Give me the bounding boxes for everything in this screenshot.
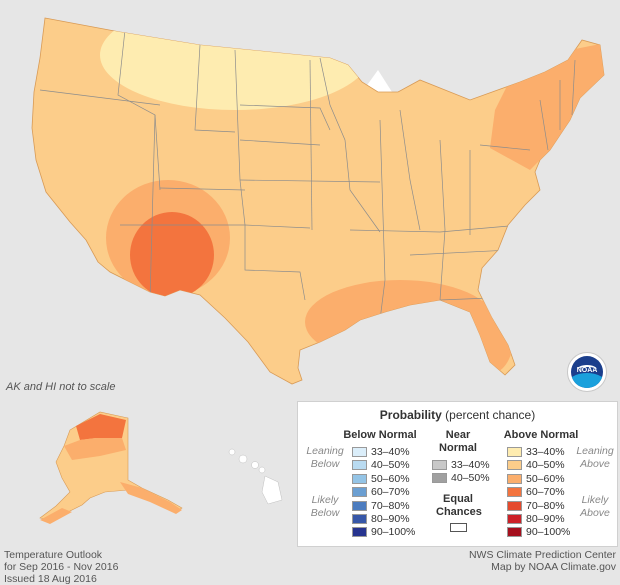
outlook-info: Temperature Outlook for Sep 2016 - Nov 2… [4, 549, 118, 585]
likely-below-label: Likely Below [310, 494, 340, 519]
legend-title-rest: (percent chance) [445, 408, 536, 422]
equal-chances-label: Equal Chances [436, 493, 482, 518]
outlook-issued: Issued 18 Aug 2016 [4, 573, 97, 585]
below-label-2: 50–60% [371, 472, 410, 485]
below-label-3: 60–70% [371, 486, 410, 499]
below-swatch-0 [352, 447, 367, 457]
below-label-6: 90–100% [371, 526, 416, 539]
credits: NWS Climate Prediction Center Map by NOA… [469, 549, 616, 573]
near-label-1: 40–50% [451, 472, 490, 485]
leaning-above-label: Leaning Above [576, 445, 614, 470]
probability-legend: Probability (percent chance) Below Norma… [297, 401, 618, 547]
near-label-0: 33–40% [451, 459, 490, 471]
below-swatch-4 [352, 500, 367, 511]
above-swatch-5 [507, 514, 522, 524]
below-swatch-5 [352, 514, 367, 524]
below-label-1: 40–50% [371, 459, 410, 472]
below-swatch-3 [352, 487, 367, 498]
near-swatch-0 [432, 460, 447, 470]
scale-note: AK and HI not to scale [6, 381, 116, 393]
near-swatch-1 [432, 473, 447, 484]
credit-climate-gov: Map by NOAA Climate.gov [491, 561, 616, 573]
above-label-4: 70–80% [526, 499, 565, 512]
above-label-1: 40–50% [526, 459, 565, 472]
above-label-5: 80–90% [526, 513, 565, 525]
above-swatch-6 [507, 527, 522, 538]
above-label-3: 60–70% [526, 486, 565, 499]
leaning-below-label: Leaning Below [306, 445, 344, 470]
below-label-4: 70–80% [371, 499, 410, 512]
above-normal-header: Above Normal [503, 429, 579, 441]
below-swatch-1 [352, 460, 367, 471]
outlook-period: for Sep 2016 - Nov 2016 [4, 561, 119, 573]
above-swatch-1 [507, 460, 522, 471]
below-normal-header: Below Normal [343, 429, 417, 441]
above-swatch-3 [507, 487, 522, 498]
legend-title: Probability (percent chance) [298, 408, 617, 422]
above-label-0: 33–40% [526, 446, 565, 458]
above-swatch-2 [507, 473, 522, 484]
legend-title-bold: Probability [379, 408, 442, 422]
below-label-0: 33–40% [371, 446, 410, 458]
below-swatch-2 [352, 473, 367, 484]
below-label-5: 80–90% [371, 513, 410, 525]
above-swatch-0 [507, 447, 522, 457]
credit-cpc: NWS Climate Prediction Center [468, 549, 616, 561]
above-label-6: 90–100% [526, 526, 571, 539]
outlook-title: Temperature Outlook [4, 549, 103, 561]
above-label-2: 50–60% [526, 472, 565, 485]
likely-above-label: Likely Above [580, 494, 610, 519]
below-swatch-6 [352, 527, 367, 538]
near-normal-header: Near Normal [439, 429, 477, 454]
noaa-logo-icon: NOAA [567, 352, 607, 392]
noaa-logo-text: NOAA [576, 367, 598, 374]
equal-chances-swatch [450, 523, 467, 532]
above-swatch-4 [507, 500, 522, 511]
